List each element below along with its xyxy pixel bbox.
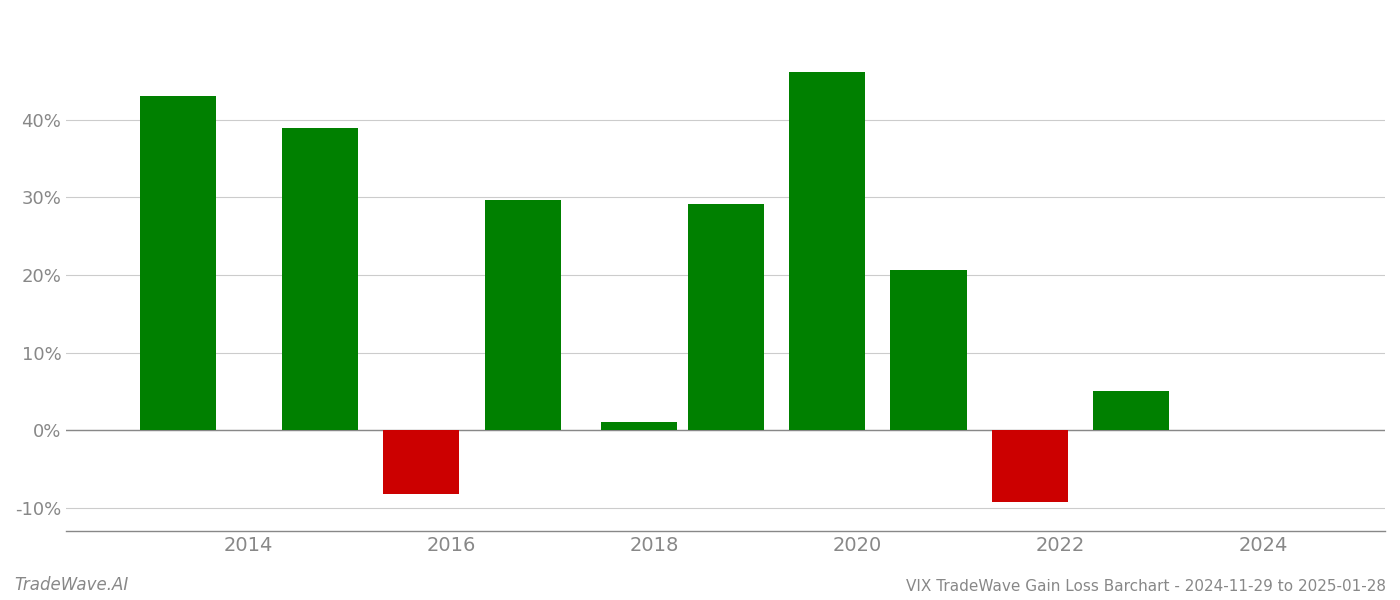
Bar — [601, 422, 678, 430]
Text: TradeWave.AI: TradeWave.AI — [14, 576, 129, 594]
Bar — [281, 128, 358, 430]
Bar — [687, 203, 763, 430]
Bar — [991, 430, 1068, 502]
Text: VIX TradeWave Gain Loss Barchart - 2024-11-29 to 2025-01-28: VIX TradeWave Gain Loss Barchart - 2024-… — [906, 579, 1386, 594]
Bar — [1093, 391, 1169, 430]
Bar — [140, 97, 216, 430]
Bar — [790, 71, 865, 430]
Bar — [484, 200, 560, 430]
Bar — [890, 271, 966, 430]
Bar — [384, 430, 459, 494]
